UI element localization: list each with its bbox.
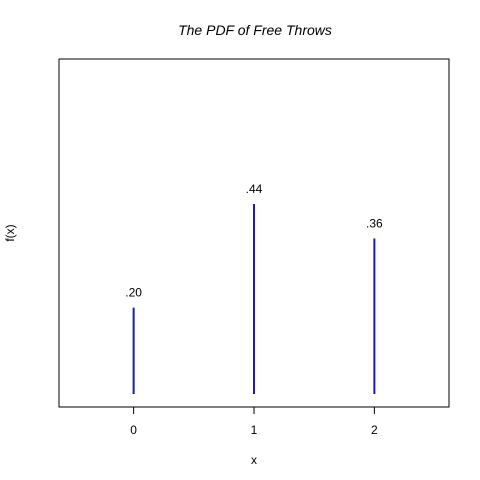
x-tick-label-1: 1 (251, 423, 258, 437)
data-labels-group: .20 .44 .36 (125, 182, 383, 300)
x-axis-ticks: 0 1 2 (130, 407, 378, 437)
x-axis-label: x (251, 453, 257, 467)
y-axis-label: f(x) (3, 224, 17, 241)
data-label-0: .20 (125, 286, 142, 300)
chart-title: The PDF of Free Throws (178, 22, 332, 38)
x-tick-label-2: 2 (371, 423, 378, 437)
data-label-2: .36 (366, 217, 383, 231)
x-tick-label-0: 0 (130, 423, 137, 437)
bars-group (132, 204, 376, 394)
data-label-1: .44 (246, 182, 263, 196)
